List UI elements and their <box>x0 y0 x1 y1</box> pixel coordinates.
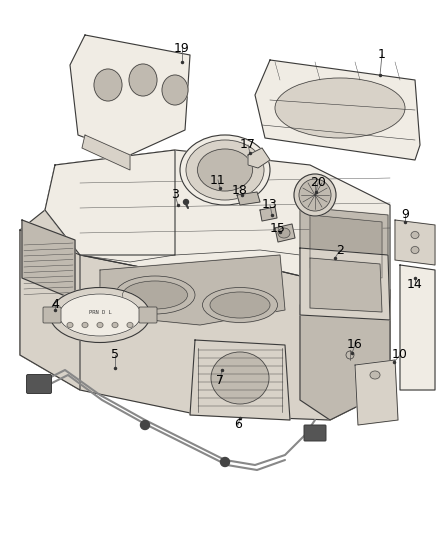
Polygon shape <box>45 150 390 290</box>
Ellipse shape <box>346 351 354 359</box>
Ellipse shape <box>370 371 380 379</box>
Ellipse shape <box>123 281 187 309</box>
Ellipse shape <box>112 322 118 327</box>
Ellipse shape <box>184 199 188 205</box>
Ellipse shape <box>94 69 122 101</box>
FancyBboxPatch shape <box>43 307 61 323</box>
Ellipse shape <box>411 246 419 254</box>
Ellipse shape <box>59 294 141 336</box>
Text: 20: 20 <box>310 176 326 190</box>
Text: 6: 6 <box>234 418 242 432</box>
Polygon shape <box>82 135 130 170</box>
Ellipse shape <box>82 322 88 327</box>
Polygon shape <box>22 220 75 300</box>
Polygon shape <box>20 210 390 420</box>
Polygon shape <box>310 215 382 278</box>
Ellipse shape <box>97 322 103 327</box>
Ellipse shape <box>275 78 405 138</box>
Polygon shape <box>300 207 388 285</box>
Ellipse shape <box>50 287 150 343</box>
Text: 14: 14 <box>407 279 423 292</box>
Text: 3: 3 <box>171 189 179 201</box>
Text: 7: 7 <box>216 374 224 386</box>
Text: 5: 5 <box>111 349 119 361</box>
Ellipse shape <box>411 231 419 238</box>
FancyBboxPatch shape <box>139 307 157 323</box>
Ellipse shape <box>115 276 195 314</box>
Text: 13: 13 <box>262 198 278 212</box>
Ellipse shape <box>127 322 133 327</box>
Polygon shape <box>395 220 435 265</box>
Ellipse shape <box>162 75 188 105</box>
Polygon shape <box>400 265 435 390</box>
Ellipse shape <box>220 457 230 466</box>
Ellipse shape <box>294 174 336 216</box>
Ellipse shape <box>278 228 290 238</box>
Text: 19: 19 <box>174 42 190 54</box>
Ellipse shape <box>198 149 252 191</box>
Text: 1: 1 <box>378 49 386 61</box>
Polygon shape <box>190 340 290 420</box>
Text: 9: 9 <box>401 208 409 222</box>
Polygon shape <box>100 255 285 325</box>
Polygon shape <box>300 248 390 320</box>
Text: 4: 4 <box>51 298 59 311</box>
Polygon shape <box>260 207 277 221</box>
Ellipse shape <box>129 64 157 96</box>
Text: 11: 11 <box>210 174 226 187</box>
Polygon shape <box>355 360 398 425</box>
Ellipse shape <box>211 352 269 404</box>
Polygon shape <box>300 290 390 420</box>
Polygon shape <box>310 258 382 312</box>
Ellipse shape <box>299 179 331 211</box>
Text: 18: 18 <box>232 183 248 197</box>
Text: 2: 2 <box>336 244 344 256</box>
Text: 10: 10 <box>392 349 408 361</box>
Text: PRN D L: PRN D L <box>88 311 111 316</box>
FancyBboxPatch shape <box>27 375 52 393</box>
Text: 17: 17 <box>240 139 256 151</box>
Ellipse shape <box>67 322 73 327</box>
Ellipse shape <box>186 140 264 200</box>
Text: 16: 16 <box>347 338 363 351</box>
Ellipse shape <box>202 287 278 322</box>
Text: 15: 15 <box>270 222 286 235</box>
Polygon shape <box>70 35 190 155</box>
Polygon shape <box>248 148 270 168</box>
Ellipse shape <box>180 135 270 205</box>
Polygon shape <box>20 230 80 390</box>
Polygon shape <box>255 60 420 160</box>
Polygon shape <box>237 192 260 205</box>
Polygon shape <box>45 150 175 255</box>
Ellipse shape <box>210 292 270 318</box>
FancyBboxPatch shape <box>304 425 326 441</box>
Ellipse shape <box>141 421 149 430</box>
Polygon shape <box>275 224 295 242</box>
